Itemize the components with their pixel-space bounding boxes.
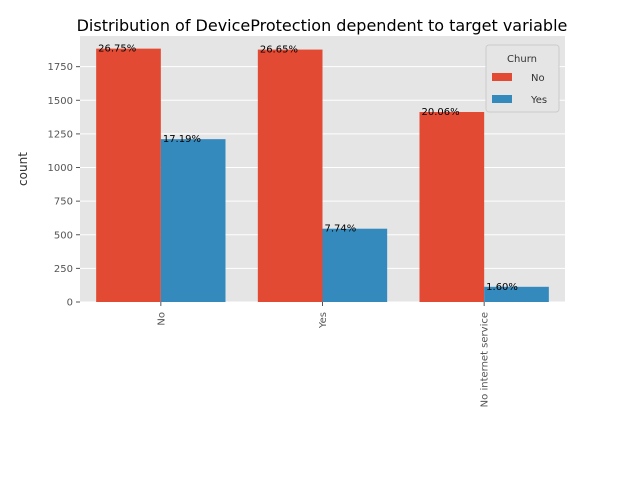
bar-labels: 26.75% 17.19% 26.65% 7.74% 20.06% 1.60%: [98, 44, 518, 293]
x-axis: No Yes No internet service: [156, 302, 491, 407]
legend-title: Churn: [507, 54, 537, 65]
y-tick-label: 1250: [48, 129, 73, 140]
bar-data-label: 20.06%: [422, 107, 460, 118]
y-tick-label: 0: [67, 298, 73, 309]
y-tick-label: 500: [54, 230, 73, 241]
legend-swatch: [492, 73, 512, 81]
legend-entry: No: [531, 73, 545, 84]
x-tick-label: Yes: [318, 312, 329, 329]
y-tick-label: 1000: [48, 163, 73, 174]
bar-data-label: 1.60%: [486, 282, 518, 293]
bar-no-2: [419, 111, 485, 302]
legend-swatch: [492, 95, 512, 103]
y-tick-label: 250: [54, 264, 73, 275]
bar-no-1: [257, 49, 323, 303]
y-tick-label: 750: [54, 197, 73, 208]
y-axis: 0 250 500 750 1000 1250 1500 1750: [48, 62, 80, 309]
bar-yes-0: [160, 139, 226, 302]
x-tick-label: No: [156, 312, 167, 326]
bars: [96, 48, 549, 303]
bar-yes-1: [322, 228, 388, 302]
bar-yes-2: [484, 286, 549, 302]
y-tick-label: 1500: [48, 96, 73, 107]
y-tick-label: 1750: [48, 62, 73, 73]
bar-no-0: [96, 48, 161, 302]
legend: Churn No Yes: [485, 44, 560, 113]
bar-data-label: 26.65%: [260, 45, 298, 56]
bar-data-label: 26.75%: [98, 44, 136, 55]
legend-entry: Yes: [530, 95, 547, 106]
x-tick-label: No internet service: [480, 312, 491, 407]
bar-data-label: 7.74%: [325, 224, 357, 235]
y-axis-label: count: [16, 152, 30, 186]
bar-data-label: 17.19%: [163, 134, 201, 145]
chart-title: Distribution of DeviceProtection depende…: [77, 16, 568, 35]
